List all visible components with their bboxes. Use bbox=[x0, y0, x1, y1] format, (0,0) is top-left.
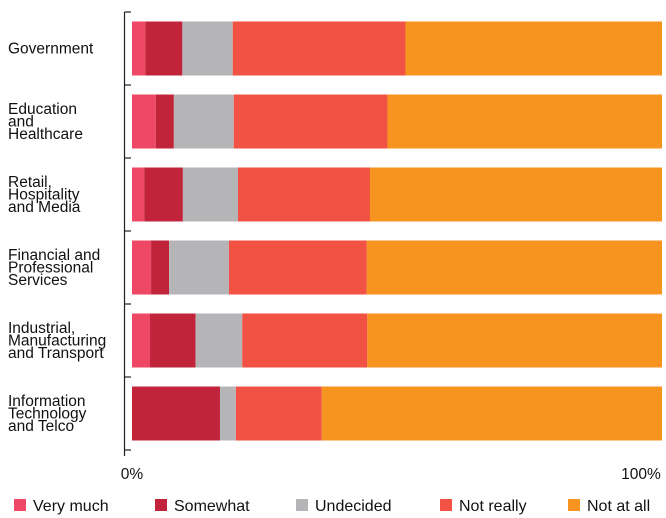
bar-segment-3-0 bbox=[132, 240, 152, 295]
bar-segment-4-1 bbox=[150, 313, 196, 368]
category-label-line: and bbox=[8, 114, 34, 131]
bar-segment-2-2 bbox=[182, 167, 238, 222]
category-label-line: Services bbox=[8, 272, 68, 289]
x-tick-label-max: 100% bbox=[621, 466, 661, 483]
legend-label: Undecided bbox=[315, 498, 392, 515]
legend-swatch bbox=[296, 499, 308, 511]
bar-segment-3-3 bbox=[228, 240, 367, 295]
bar-segment-5-4 bbox=[321, 386, 662, 441]
bar-segment-4-4 bbox=[367, 313, 662, 368]
category-label: Financial and Professional Services bbox=[8, 247, 100, 289]
category-label-line: Information bbox=[8, 393, 86, 410]
legend-swatch bbox=[568, 499, 580, 511]
bar-segment-3-1 bbox=[151, 240, 170, 295]
category-label-line: and Media bbox=[8, 199, 81, 216]
category-label-line: Industrial, bbox=[8, 320, 75, 337]
category-label-line: Financial and bbox=[8, 247, 100, 264]
y-axis bbox=[123, 11, 131, 456]
category-label-line: Healthcare bbox=[8, 126, 83, 143]
bar-segment-5-2 bbox=[219, 386, 236, 441]
category-label-line: Professional bbox=[8, 260, 93, 277]
bar-segment-0-3 bbox=[232, 21, 406, 76]
bar-segment-2-1 bbox=[144, 167, 183, 222]
category-label-line: Manufacturing bbox=[8, 333, 106, 350]
bar-segment-1-1 bbox=[155, 94, 174, 149]
bar-segment-1-3 bbox=[233, 94, 388, 149]
legend-label: Very much bbox=[33, 498, 109, 515]
category-label: Education and Healthcare bbox=[8, 101, 83, 143]
category-label-line: Hospitality bbox=[8, 187, 80, 204]
category-label: Government bbox=[8, 41, 94, 58]
legend-swatch bbox=[440, 499, 452, 511]
legend-swatch bbox=[155, 499, 167, 511]
bar-segment-4-0 bbox=[132, 313, 151, 368]
bar-segment-0-4 bbox=[405, 21, 662, 76]
legend-swatch bbox=[14, 499, 26, 511]
bars-layer bbox=[132, 21, 662, 441]
bar-segment-0-2 bbox=[182, 21, 233, 76]
category-label-line: Education bbox=[8, 101, 77, 118]
category-label-line: Government bbox=[8, 41, 94, 58]
bar-segment-0-0 bbox=[132, 21, 146, 76]
category-label: Retail, Hospitality and Media bbox=[8, 174, 81, 216]
bar-segment-1-2 bbox=[173, 94, 234, 149]
bar-segment-4-3 bbox=[242, 313, 368, 368]
category-label-line: Technology bbox=[8, 406, 87, 423]
bar-segment-1-4 bbox=[387, 94, 662, 149]
legend-label: Somewhat bbox=[174, 498, 250, 515]
bar-segment-0-1 bbox=[145, 21, 183, 76]
bar-segment-5-3 bbox=[235, 386, 322, 441]
bar-segment-2-0 bbox=[132, 167, 145, 222]
category-label-line: and Telco bbox=[8, 418, 74, 435]
legend-label: Not really bbox=[459, 498, 527, 515]
category-label-line: and Transport bbox=[8, 345, 104, 362]
category-label: Information Technology and Telco bbox=[8, 393, 87, 435]
bar-segment-4-2 bbox=[195, 313, 243, 368]
bar-segment-5-1 bbox=[132, 386, 220, 441]
legend-label: Not at all bbox=[587, 498, 650, 515]
bar-segment-1-0 bbox=[132, 94, 156, 149]
x-tick-label-min: 0% bbox=[121, 466, 144, 483]
bar-segment-2-3 bbox=[238, 167, 370, 222]
legend: Very much Somewhat Undecided Not really Not … bbox=[14, 498, 650, 515]
category-label: Industrial, Manufacturing and Transport bbox=[8, 320, 106, 362]
x-axis-ticks: 0% 100% bbox=[121, 466, 661, 483]
bar-segment-3-4 bbox=[366, 240, 662, 295]
bar-segment-3-2 bbox=[169, 240, 229, 295]
category-label-line: Retail, bbox=[8, 174, 52, 191]
bar-segment-2-4 bbox=[369, 167, 662, 222]
